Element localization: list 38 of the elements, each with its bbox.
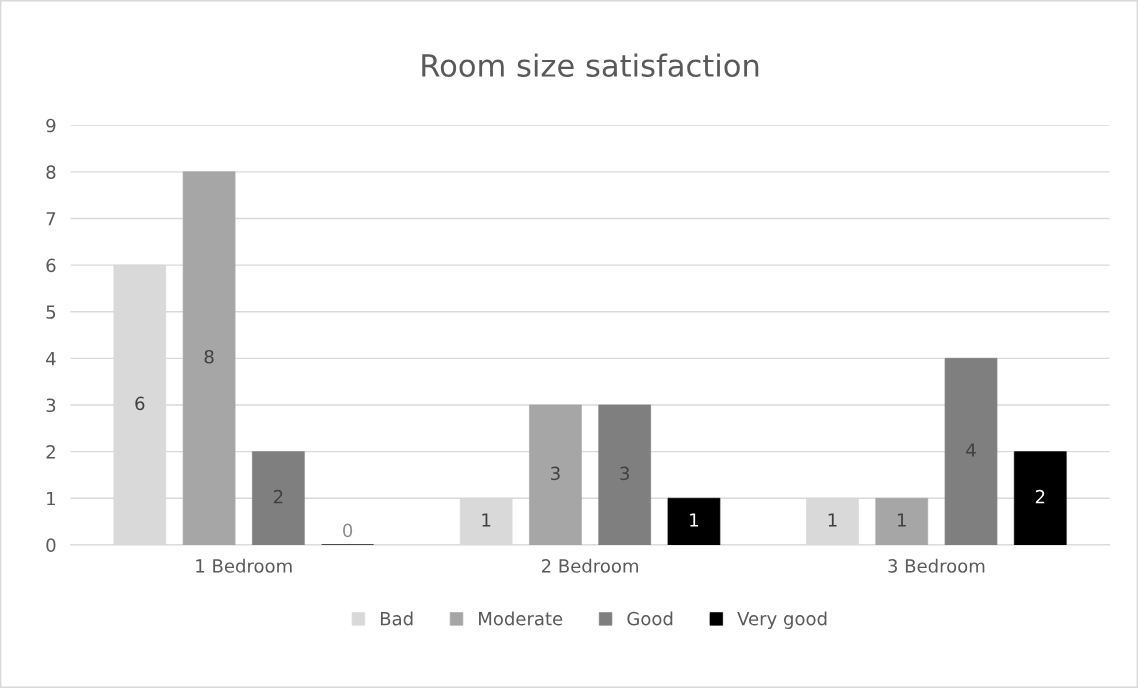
legend-label: Moderate [479, 611, 563, 626]
bar [598, 404, 652, 545]
x-tick-label: 1 Bedroom [196, 558, 292, 573]
data-label: 1 [897, 513, 906, 527]
data-label: 1 [482, 513, 491, 527]
y-tick-label: 8 [46, 165, 56, 179]
y-tick-label: 3 [46, 398, 56, 413]
bar [252, 451, 305, 545]
data-label: 3 [551, 466, 560, 481]
y-tick-label: 9 [46, 118, 56, 133]
bar [875, 497, 929, 545]
y-tick-label: 5 [46, 305, 56, 319]
y-tick-label: 0 [46, 538, 56, 553]
data-label: 6 [135, 396, 145, 411]
x-tick-label: 3 Bedroom [888, 558, 985, 573]
y-tick-label: 4 [46, 352, 56, 366]
y-tick-label: 1 [47, 491, 55, 506]
bar [1013, 451, 1067, 545]
data-label: 1 [690, 513, 699, 527]
bar [529, 404, 582, 545]
data-label: 4 [966, 443, 976, 457]
bar [944, 358, 998, 545]
chart-title: Room size satisfaction [422, 53, 759, 78]
data-label: 0 [343, 523, 353, 538]
bar [667, 497, 721, 545]
x-tick-label: 2 Bedroom [541, 558, 638, 573]
legend-label: Good [627, 611, 673, 626]
data-label: 8 [204, 349, 214, 364]
y-tick-label: 7 [46, 212, 56, 226]
y-tick-label: 6 [46, 258, 56, 273]
data-label: 1 [828, 513, 837, 527]
data-label: 3 [620, 466, 629, 481]
legend-label: Very good [737, 611, 827, 629]
y-tick-label: 2 [46, 445, 55, 459]
legend-label: Bad [380, 611, 413, 626]
data-label: 2 [1035, 489, 1045, 504]
bar [182, 171, 236, 545]
data-label: 2 [273, 489, 283, 504]
